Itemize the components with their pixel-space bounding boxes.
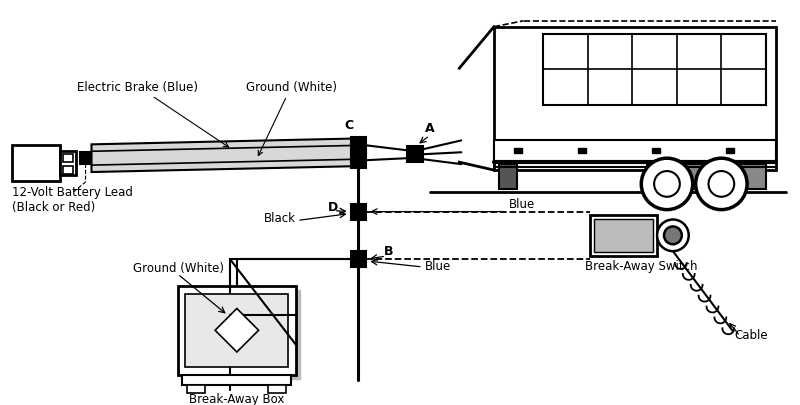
Bar <box>594 219 653 252</box>
Text: B: B <box>383 245 393 258</box>
Bar <box>187 385 206 392</box>
Circle shape <box>709 172 734 197</box>
Bar <box>80 153 91 165</box>
Bar <box>63 155 73 163</box>
Bar <box>186 294 288 367</box>
Polygon shape <box>91 139 358 173</box>
Bar <box>63 167 73 175</box>
Circle shape <box>696 159 747 210</box>
Text: Black: Black <box>264 212 296 225</box>
Bar <box>494 28 776 171</box>
Circle shape <box>657 220 689 252</box>
Bar <box>269 385 286 392</box>
Bar <box>726 149 734 154</box>
Bar <box>350 252 366 267</box>
Bar <box>12 146 60 181</box>
Bar <box>182 375 291 385</box>
Circle shape <box>642 159 693 210</box>
Bar <box>350 138 366 154</box>
Bar <box>578 149 586 154</box>
Text: A: A <box>425 121 434 134</box>
Bar <box>499 165 517 190</box>
Circle shape <box>654 172 680 197</box>
Bar <box>407 147 422 163</box>
Text: Blue: Blue <box>425 259 451 272</box>
Text: Cable: Cable <box>734 328 768 341</box>
Bar <box>543 34 766 106</box>
Text: Electric Brake (Blue): Electric Brake (Blue) <box>78 81 229 148</box>
Polygon shape <box>215 309 258 352</box>
Bar <box>514 149 522 154</box>
Text: Blue: Blue <box>509 197 535 210</box>
Text: Ground (White): Ground (White) <box>246 81 337 156</box>
Text: D: D <box>328 200 338 213</box>
Bar <box>647 165 766 190</box>
Bar <box>590 215 657 256</box>
Bar <box>494 141 776 163</box>
Text: Break-Away Switch: Break-Away Switch <box>585 259 698 272</box>
Bar <box>350 153 366 168</box>
Bar <box>350 204 366 220</box>
Bar <box>178 286 296 375</box>
Bar <box>652 149 660 154</box>
Text: Ground (White): Ground (White) <box>133 261 224 274</box>
Text: C: C <box>344 118 353 131</box>
Bar <box>182 290 300 379</box>
Bar <box>60 152 76 176</box>
Text: Break-Away Box: Break-Away Box <box>189 392 285 405</box>
Text: 12-Volt Battery Lead
(Black or Red): 12-Volt Battery Lead (Black or Red) <box>12 185 134 213</box>
Circle shape <box>664 227 682 245</box>
